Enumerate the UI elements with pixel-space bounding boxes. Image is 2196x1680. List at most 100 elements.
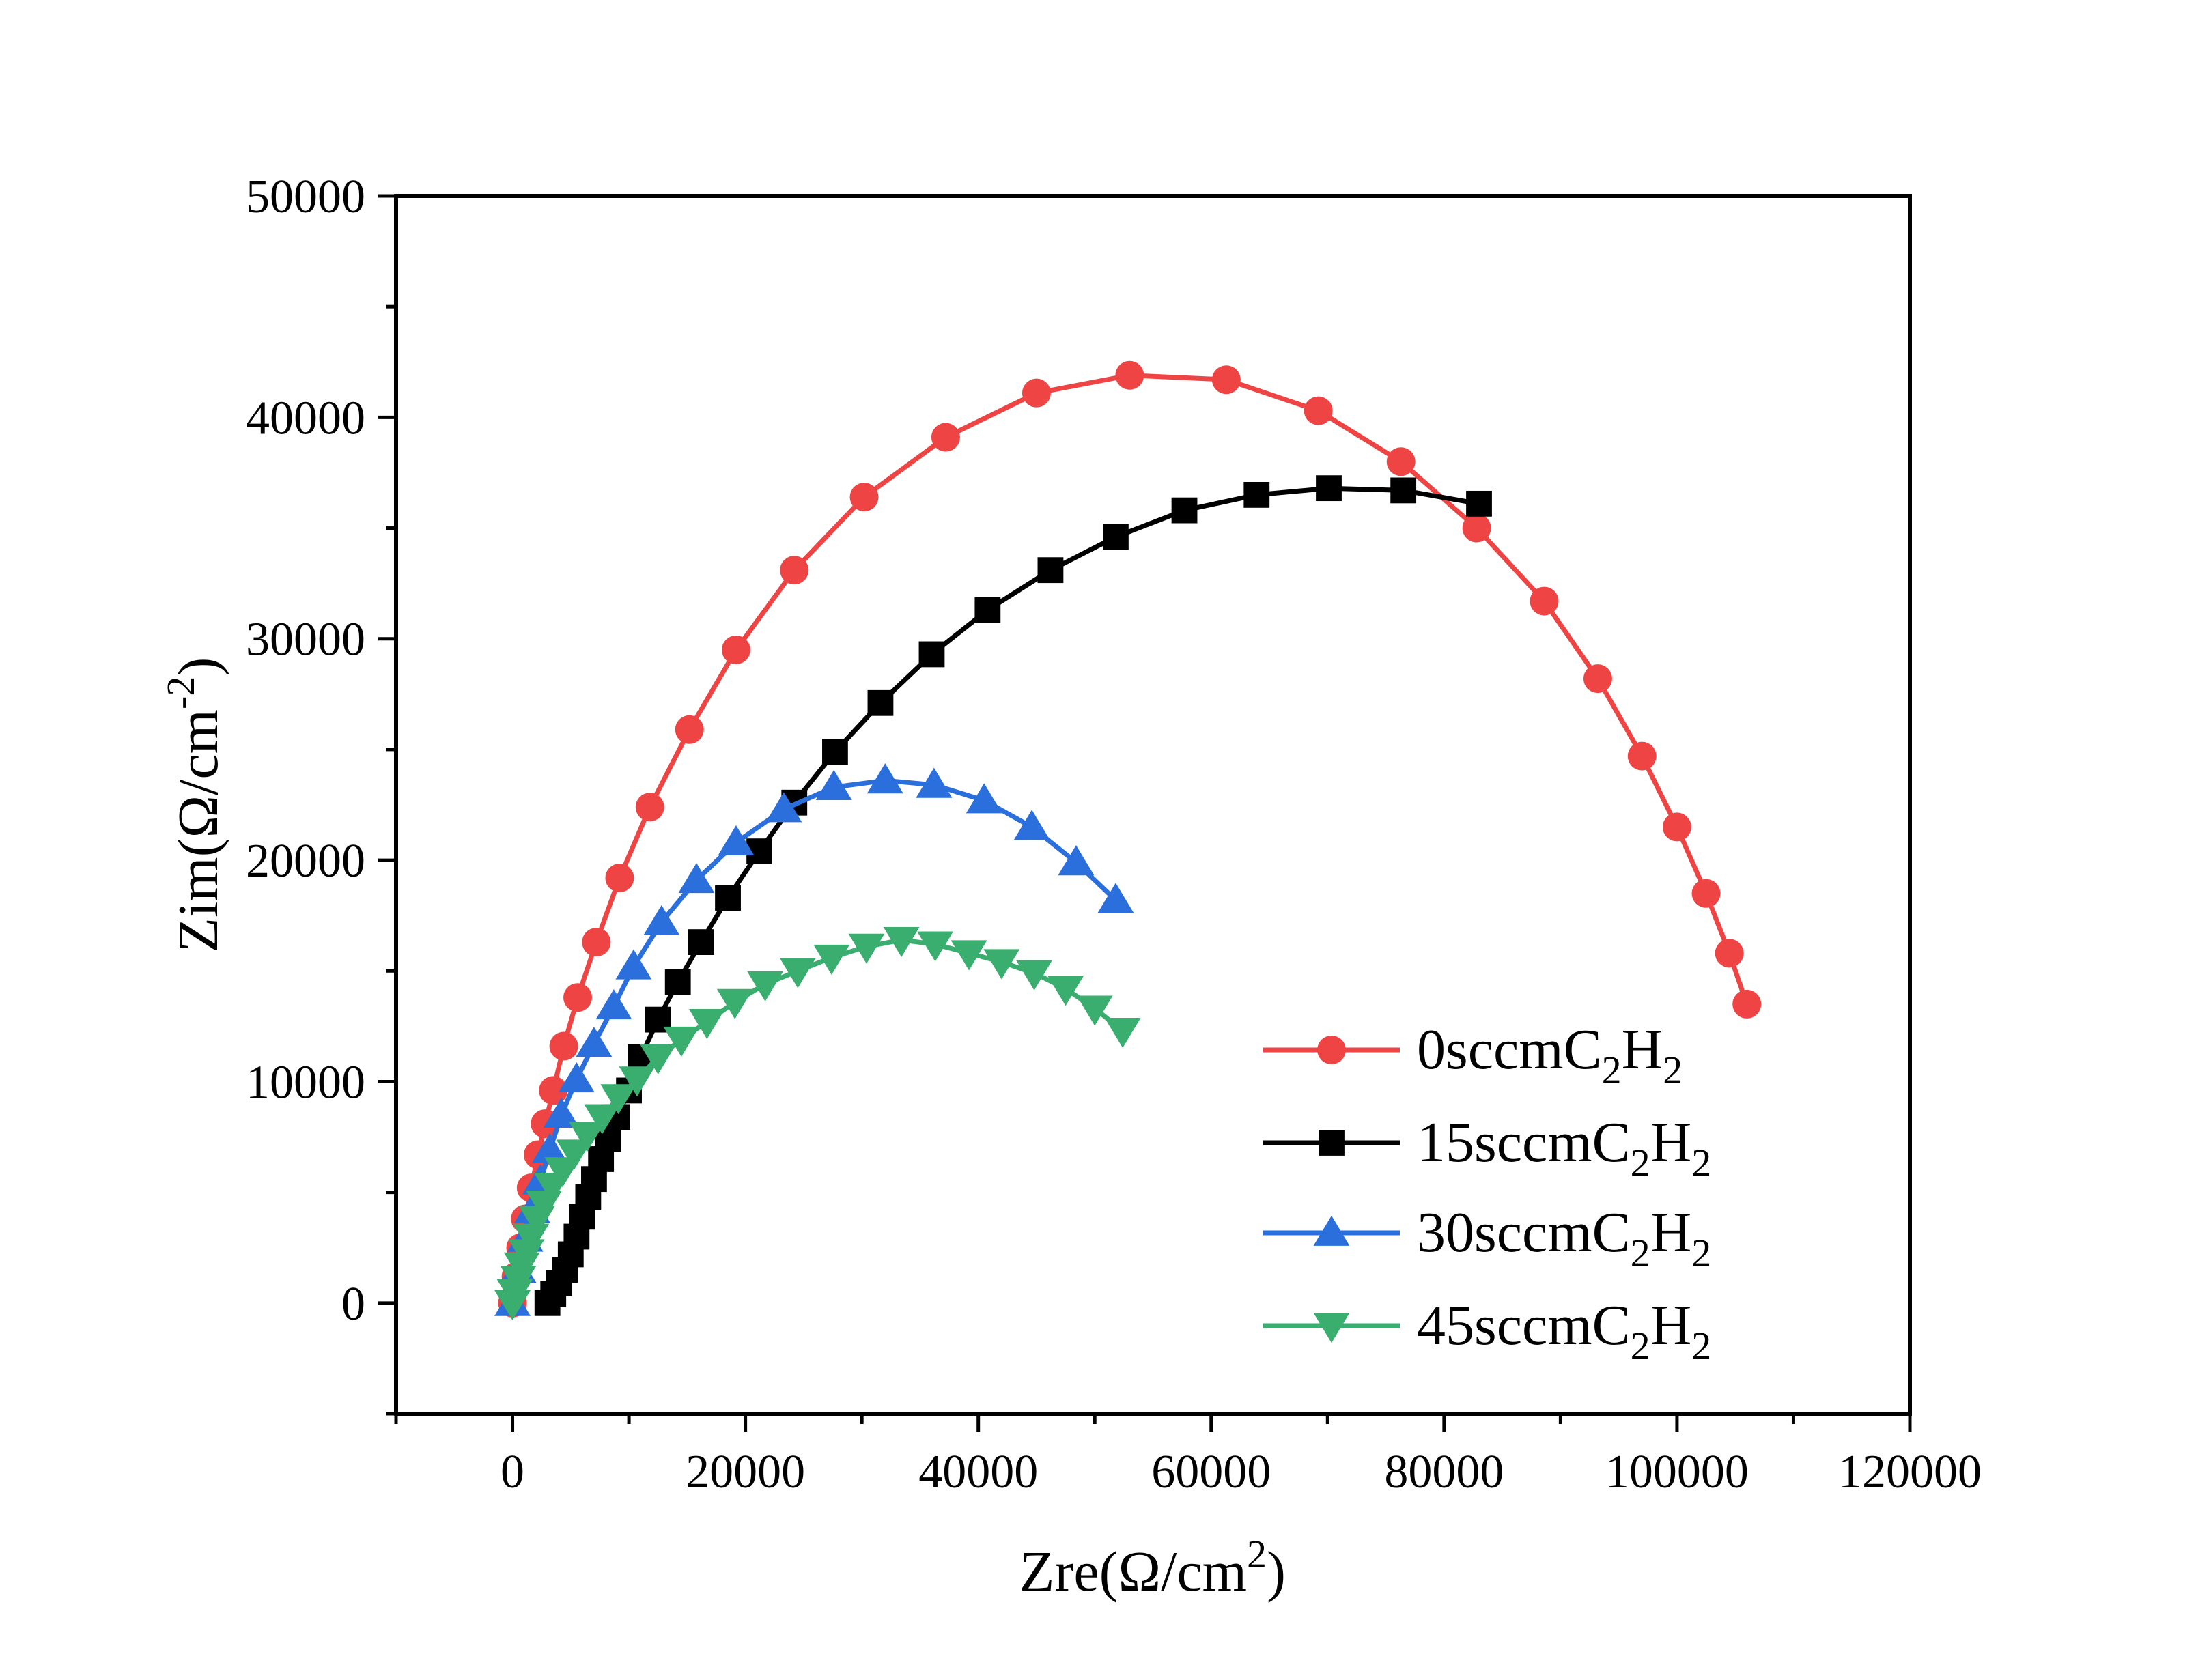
data-point (508, 1239, 545, 1270)
data-point (1058, 845, 1095, 876)
data-point (1662, 812, 1691, 842)
data-point (1627, 741, 1657, 771)
data-point (916, 767, 953, 798)
y-tick-label: 20000 (246, 835, 365, 887)
data-point (1390, 477, 1417, 504)
plot-frame (394, 194, 1912, 1416)
x-tick-label: 100000 (1605, 1446, 1749, 1498)
data-point (815, 769, 852, 800)
data-point (635, 793, 664, 822)
data-point (1732, 989, 1762, 1019)
data-point (983, 949, 1020, 980)
data-point (678, 863, 715, 894)
legend-symbol (1313, 1215, 1350, 1246)
data-point (715, 885, 741, 911)
data-point (556, 1139, 593, 1170)
data-point (576, 1027, 613, 1057)
data-point (584, 1104, 621, 1135)
data-point (595, 988, 632, 1020)
data-point (1037, 557, 1064, 584)
data-point (1047, 976, 1084, 1006)
data-point (867, 689, 894, 716)
data-point (549, 1031, 578, 1061)
data-point (569, 1122, 606, 1152)
data-point (966, 783, 1002, 814)
data-point (883, 926, 920, 958)
data-point (1211, 365, 1241, 395)
data-point (1530, 586, 1559, 616)
data-point (1171, 497, 1198, 524)
data-point (600, 1084, 637, 1115)
data-point (640, 1044, 677, 1074)
legend: 0sccmC2H2 15sccmC2H2 30sccmC2H2 45sccmC2… (1263, 1018, 1711, 1368)
x-tick-label: 40000 (918, 1446, 1038, 1498)
data-point (643, 905, 680, 935)
y-tick-label: 50000 (246, 171, 365, 223)
data-point (1103, 524, 1129, 550)
legend-label-30sccm: 30sccmC2H2 (1417, 1201, 1711, 1275)
data-point (1462, 513, 1491, 543)
data-point (931, 423, 960, 452)
legend-entry-0sccm: 0sccmC2H2 (1263, 1018, 1683, 1092)
data-point (688, 929, 714, 956)
legend-entry-30sccm: 30sccmC2H2 (1263, 1201, 1711, 1275)
series-3 (494, 926, 1141, 1321)
legend-entry-45sccm: 45sccmC2H2 (1263, 1294, 1711, 1368)
data-point (1715, 939, 1744, 968)
legend-marker (1263, 1036, 1400, 1064)
data-point (1097, 883, 1134, 913)
data-point (615, 949, 652, 980)
data-point (721, 635, 750, 664)
data-point (848, 933, 885, 964)
legend-label-45sccm: 45sccmC2H2 (1417, 1294, 1711, 1368)
data-point (513, 1223, 550, 1254)
data-point (1316, 475, 1342, 502)
data-point (688, 1008, 725, 1040)
data-point (663, 1026, 700, 1057)
legend-label-0sccm: 0sccmC2H2 (1417, 1018, 1683, 1092)
data-point (531, 1133, 568, 1163)
data-point (1466, 490, 1492, 517)
data-point (1304, 396, 1333, 425)
data-point (675, 715, 704, 744)
x-axis-title: Zre(Ω/cm2) (1019, 1532, 1286, 1604)
legend-marker (1263, 1130, 1400, 1156)
data-point (917, 931, 954, 962)
x-tick-label: 60000 (1151, 1446, 1271, 1498)
legend-marker (1263, 1313, 1400, 1343)
data-point (1076, 995, 1113, 1026)
data-point (918, 641, 945, 668)
legend-label-15sccm: 15sccmC2H2 (1417, 1111, 1711, 1185)
data-point (1583, 664, 1612, 694)
data-point (780, 556, 809, 585)
data-point (1013, 810, 1050, 840)
data-point (867, 763, 903, 794)
y-tick-label: 10000 (246, 1056, 365, 1109)
data-point (1243, 481, 1270, 508)
y-tick-label: 40000 (246, 392, 365, 444)
data-point (974, 597, 1001, 623)
y-axis-title: Zim(Ω/cm-2) (158, 657, 230, 953)
x-tick-label: 0 (501, 1446, 524, 1498)
data-point (1016, 960, 1053, 991)
data-point (849, 483, 879, 512)
legend-marker (1263, 1215, 1400, 1246)
data-point (1386, 447, 1416, 476)
data-point (539, 1076, 568, 1105)
series-layer (494, 360, 1762, 1321)
data-point (582, 928, 611, 957)
data-point (951, 940, 987, 971)
data-point (716, 988, 753, 1019)
series-1 (534, 475, 1492, 1316)
legend-symbol (1319, 1130, 1345, 1156)
data-point (779, 958, 816, 988)
data-point (765, 792, 802, 823)
data-point (605, 864, 634, 893)
data-point (563, 983, 593, 1012)
data-point (718, 825, 755, 856)
legend-symbol (1313, 1313, 1350, 1343)
legend-entry-15sccm: 15sccmC2H2 (1263, 1111, 1711, 1185)
data-point (747, 971, 784, 1001)
